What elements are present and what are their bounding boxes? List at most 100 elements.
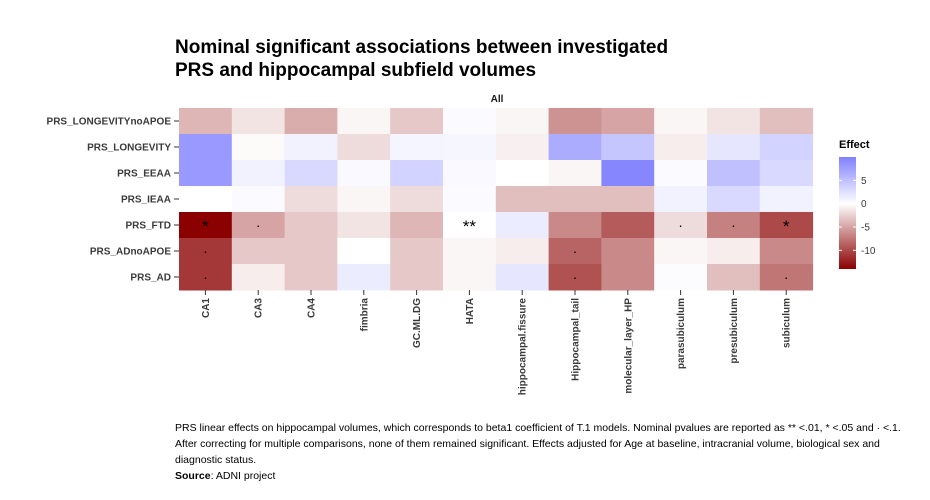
heatmap-cell bbox=[390, 264, 444, 291]
y-tick-label: PRS_LONGEVITY bbox=[87, 143, 171, 154]
heatmap-cell bbox=[759, 108, 814, 135]
heatmap-cell bbox=[179, 134, 233, 161]
heatmap-cell bbox=[759, 186, 814, 213]
source-label: Source bbox=[175, 470, 211, 482]
x-tick-label: GC.ML.DG bbox=[412, 298, 423, 348]
heatmap-cell bbox=[337, 186, 391, 213]
heatmap-cell bbox=[548, 186, 602, 213]
heatmap-cell bbox=[443, 238, 497, 265]
x-tick-label: molecular_layer_HP bbox=[623, 298, 634, 394]
legend-tick-label: -10 bbox=[861, 246, 876, 257]
heatmap-cell bbox=[390, 134, 444, 161]
significance-label: . bbox=[256, 214, 260, 230]
legend-tick-label: -5 bbox=[861, 223, 870, 234]
heatmap-cell bbox=[179, 238, 233, 265]
heatmap-cell bbox=[495, 108, 550, 135]
heatmap-cell bbox=[390, 186, 444, 213]
heatmap-cell bbox=[337, 108, 391, 135]
x-tick-label: Hippocampal_tail bbox=[571, 298, 582, 381]
heatmap-cell bbox=[284, 212, 338, 239]
heatmap-cell bbox=[284, 264, 338, 291]
heatmap-cell bbox=[759, 238, 814, 265]
heatmap-cell bbox=[495, 264, 550, 291]
legend-colorbar bbox=[839, 157, 856, 269]
x-tick-label: CA4 bbox=[307, 298, 318, 318]
heatmap-cell bbox=[654, 238, 708, 265]
legend-tick-label: 5 bbox=[861, 176, 867, 187]
heatmap-cell bbox=[443, 264, 497, 291]
heatmap-cell bbox=[231, 134, 286, 161]
significance-label: * bbox=[783, 217, 790, 236]
heatmap-cell bbox=[548, 212, 602, 239]
heatmap-cell bbox=[179, 212, 233, 239]
y-tick-label: PRS_FTD bbox=[125, 221, 171, 232]
heatmap-cell bbox=[179, 160, 233, 187]
heatmap-cell bbox=[707, 264, 761, 291]
y-tick-label: PRS_EEAA bbox=[117, 169, 171, 180]
heatmap-cell bbox=[495, 160, 550, 187]
heatmap-cell bbox=[443, 134, 497, 161]
heatmap-cell bbox=[284, 238, 338, 265]
heatmap-cell bbox=[337, 238, 391, 265]
x-tick-label: subiculum bbox=[782, 298, 793, 348]
y-tick-label: PRS_ADnoAPOE bbox=[90, 247, 171, 258]
heatmap-cell bbox=[390, 108, 444, 135]
facet-label: All bbox=[491, 94, 504, 105]
x-tick-label: HATA bbox=[465, 298, 476, 324]
heatmap-chart: All *. **.. *..... PRS_LONGEVITYnoAPOEPRS_… bbox=[47, 94, 876, 395]
significance-label: . bbox=[573, 266, 577, 282]
heatmap-cell bbox=[284, 134, 338, 161]
caption-text: PRS linear effects on hippocampal volume… bbox=[175, 422, 901, 466]
heatmap-cell bbox=[337, 134, 391, 161]
heatmap-cell bbox=[759, 212, 814, 239]
significance-label: . bbox=[203, 266, 207, 282]
heatmap-cell bbox=[390, 160, 444, 187]
significance-label: . bbox=[731, 214, 735, 230]
heatmap-cell bbox=[654, 212, 708, 239]
significance-label: . bbox=[679, 214, 683, 230]
y-axis: PRS_LONGEVITYnoAPOE PRS_LONGEVITY PRS_EEAA… bbox=[47, 117, 179, 284]
heatmap-cell bbox=[231, 160, 286, 187]
heatmap-cell bbox=[654, 264, 708, 291]
heatmap-cell bbox=[548, 264, 602, 291]
heatmap-cell bbox=[231, 264, 286, 291]
legend-title: Effect bbox=[839, 139, 870, 151]
heatmap-cell bbox=[231, 212, 286, 239]
heatmap-cell bbox=[548, 108, 602, 135]
chart-title-line-2: PRS and hippocampal subfield volumes bbox=[175, 60, 537, 81]
significance-label: . bbox=[573, 240, 577, 256]
caption-source: Source: ADNI project bbox=[175, 468, 915, 484]
caption: PRS linear effects on hippocampal volume… bbox=[175, 420, 915, 484]
heatmap-cell bbox=[495, 238, 550, 265]
y-tick-label: PRS_IEAA bbox=[121, 195, 171, 206]
heatmap-cell bbox=[654, 134, 708, 161]
legend: Effect 5 0 -5 -10 bbox=[839, 139, 876, 269]
heatmap-cell bbox=[284, 160, 338, 187]
legend-tick-label: 0 bbox=[861, 199, 867, 210]
heatmap-cell bbox=[443, 186, 497, 213]
x-tick-label: parasubiculum bbox=[676, 298, 687, 369]
heatmap-cell bbox=[707, 134, 761, 161]
heatmap-cell bbox=[601, 134, 655, 161]
heatmap-cell bbox=[707, 212, 761, 239]
heatmap-cell bbox=[179, 186, 233, 213]
significance-label: . bbox=[784, 266, 788, 282]
x-tick-label: CA3 bbox=[254, 298, 265, 318]
y-tick-label: PRS_AD bbox=[130, 273, 171, 284]
heatmap-cell bbox=[443, 212, 497, 239]
heatmap-cell bbox=[601, 186, 655, 213]
heatmap-cell bbox=[495, 134, 550, 161]
heatmap-cell bbox=[601, 108, 655, 135]
heatmap-cell bbox=[601, 160, 655, 187]
x-axis: CA1 CA3 CA4 fimbria GC.ML.DG HATA hippocampal.… bbox=[201, 290, 793, 395]
heatmap-cell bbox=[443, 108, 497, 135]
heatmap-cell bbox=[179, 264, 233, 291]
heatmap-cell bbox=[654, 186, 708, 213]
heatmap-cell bbox=[390, 238, 444, 265]
significance-label: * bbox=[202, 217, 209, 236]
heatmap-cell bbox=[284, 108, 338, 135]
heatmap-cell bbox=[548, 134, 602, 161]
heatmap-cell bbox=[495, 186, 550, 213]
heatmap-cell bbox=[548, 160, 602, 187]
heatmap-cell bbox=[707, 186, 761, 213]
